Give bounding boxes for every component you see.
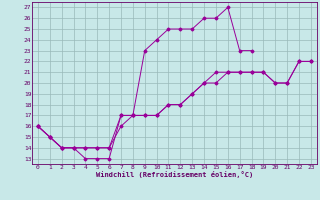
X-axis label: Windchill (Refroidissement éolien,°C): Windchill (Refroidissement éolien,°C) [96,171,253,178]
